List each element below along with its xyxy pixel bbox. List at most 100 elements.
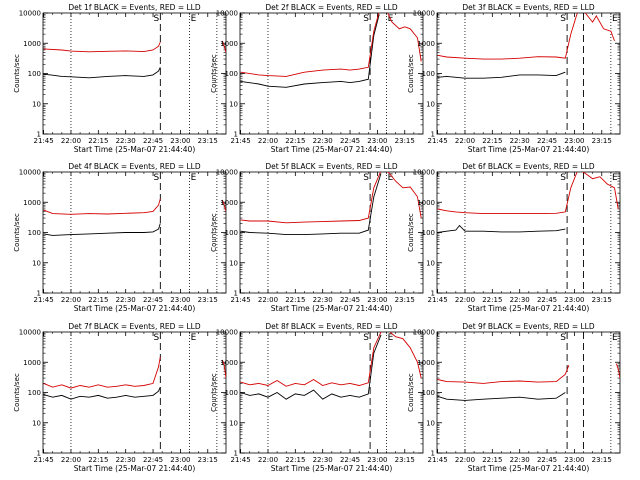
y-tick-label: 10 <box>426 100 435 108</box>
lld-series-line <box>43 41 161 53</box>
x-tick-label: 21:45 <box>428 137 448 145</box>
x-tick-label: 23:00 <box>564 137 584 145</box>
x-tick-label: 22:30 <box>116 296 136 304</box>
y-axis-label: Counts/sec <box>13 54 21 93</box>
x-tick-label: 23:15 <box>198 137 218 145</box>
y-tick-label: 10 <box>229 100 238 108</box>
x-tick-label: 21:45 <box>34 296 54 304</box>
panel-6: Det 6f BLACK = Events, RED = LLD 1 10 100 10… <box>407 162 621 313</box>
lld-series-line <box>240 172 422 224</box>
x-tick-label: 23:15 <box>198 296 218 304</box>
x-tick-label: 22:30 <box>510 456 530 464</box>
events-series-line <box>240 334 382 400</box>
y-tick-label: 1 <box>37 450 41 458</box>
x-tick-label: 22:45 <box>143 137 163 145</box>
x-tick-label: 22:00 <box>455 137 475 145</box>
y-tick-label: 10 <box>229 259 238 267</box>
panel-title: Det 4f BLACK = Events, RED = LLD <box>68 162 201 171</box>
lld-series-line <box>221 199 226 212</box>
y-tick-label: 1000 <box>23 359 41 367</box>
y-axis-label: Counts/sec <box>210 54 218 93</box>
y-tick-label: 1 <box>431 131 435 139</box>
start-marker: S <box>560 173 566 183</box>
y-tick-label: 1000 <box>23 199 41 207</box>
x-tick-label: 22:00 <box>455 296 475 304</box>
x-tick-label: 21:45 <box>428 296 448 304</box>
plot-frame <box>239 171 424 294</box>
end-marker: E <box>191 333 197 343</box>
panel-7: Det 7f BLACK = Events, RED = LLD 1 10 100 10… <box>13 322 227 473</box>
x-tick-label: 22:00 <box>455 456 475 464</box>
x-tick-label: 22:15 <box>88 296 108 304</box>
events-series-line <box>437 392 566 401</box>
x-tick-label: 22:15 <box>88 137 108 145</box>
y-tick-label: 1 <box>37 131 41 139</box>
start-marker: S <box>363 14 369 24</box>
y-tick-label: 10000 <box>19 10 41 18</box>
y-axis-label: Counts/sec <box>210 373 218 412</box>
x-tick-label: 21:45 <box>34 137 54 145</box>
x-tick-label: 22:30 <box>313 456 333 464</box>
start-marker: S <box>153 333 159 343</box>
plot-frame <box>239 12 424 135</box>
x-tick-label: 21:45 <box>231 137 251 145</box>
panel-2: Det 2f BLACK = Events, RED = LLD 1 10 100 10… <box>210 3 424 154</box>
y-tick-label: 1000 <box>417 199 435 207</box>
x-tick-label: 23:15 <box>592 296 612 304</box>
x-axis-label: Start Time (25-Mar-07 21:44:40) <box>74 145 196 154</box>
plot-frame <box>42 12 227 135</box>
panel-title: Det 7f BLACK = Events, RED = LLD <box>68 322 201 331</box>
x-tick-label: 23:00 <box>564 296 584 304</box>
panel-title: Det 6f BLACK = Events, RED = LLD <box>462 162 595 171</box>
x-tick-label: 22:45 <box>143 456 163 464</box>
x-axis-label: Start Time (25-Mar-07 21:44:40) <box>74 304 196 313</box>
panel-title: Det 9f BLACK = Events, RED = LLD <box>462 322 595 331</box>
x-tick-label: 22:00 <box>258 456 278 464</box>
y-tick-label: 100 <box>28 229 41 237</box>
x-tick-label: 22:45 <box>537 296 557 304</box>
y-axis-label: Counts/sec <box>13 373 21 412</box>
panel-4: Det 4f BLACK = Events, RED = LLD 1 10 100 10… <box>13 162 227 313</box>
y-tick-label: 100 <box>225 389 238 397</box>
y-tick-label: 1 <box>234 131 238 139</box>
end-marker: E <box>388 173 394 183</box>
x-tick-label: 23:15 <box>592 137 612 145</box>
x-tick-label: 22:15 <box>285 137 305 145</box>
x-tick-label: 21:45 <box>428 456 448 464</box>
x-tick-label: 23:15 <box>592 456 612 464</box>
x-tick-label: 23:00 <box>367 137 387 145</box>
lld-series-line <box>437 172 619 215</box>
x-tick-label: 22:30 <box>116 137 136 145</box>
lld-series-line <box>240 332 422 387</box>
start-marker: S <box>153 14 159 24</box>
x-tick-label: 22:15 <box>482 456 502 464</box>
start-marker: S <box>560 333 566 343</box>
x-tick-label: 23:00 <box>367 456 387 464</box>
x-tick-label: 23:00 <box>170 296 190 304</box>
y-tick-label: 100 <box>422 389 435 397</box>
events-series-line <box>437 71 566 79</box>
plot-frame <box>436 12 621 135</box>
y-axis-label: Counts/sec <box>13 213 21 252</box>
y-tick-label: 100 <box>28 70 41 78</box>
end-marker: E <box>388 333 394 343</box>
y-tick-label: 1 <box>234 290 238 298</box>
x-tick-label: 22:15 <box>285 456 305 464</box>
start-marker: S <box>153 173 159 183</box>
panel-5: Det 5f BLACK = Events, RED = LLD 1 10 100 10… <box>210 162 424 313</box>
panel-title: Det 8f BLACK = Events, RED = LLD <box>265 322 398 331</box>
plot-frame <box>239 331 424 454</box>
x-tick-label: 23:15 <box>395 137 415 145</box>
x-tick-label: 23:15 <box>395 456 415 464</box>
x-axis-label: Start Time (25-Mar-07 21:44:40) <box>468 304 590 313</box>
events-series-line <box>43 387 161 400</box>
panel-title: Det 3f BLACK = Events, RED = LLD <box>462 3 595 12</box>
y-tick-label: 10000 <box>216 329 238 337</box>
end-marker: E <box>612 14 618 24</box>
x-tick-label: 22:00 <box>258 296 278 304</box>
lld-series-line <box>437 13 615 60</box>
x-tick-label: 22:15 <box>285 296 305 304</box>
x-axis-label: Start Time (25-Mar-07 21:44:40) <box>271 464 393 473</box>
y-tick-label: 1000 <box>220 40 238 48</box>
lld-series-line <box>221 359 226 379</box>
